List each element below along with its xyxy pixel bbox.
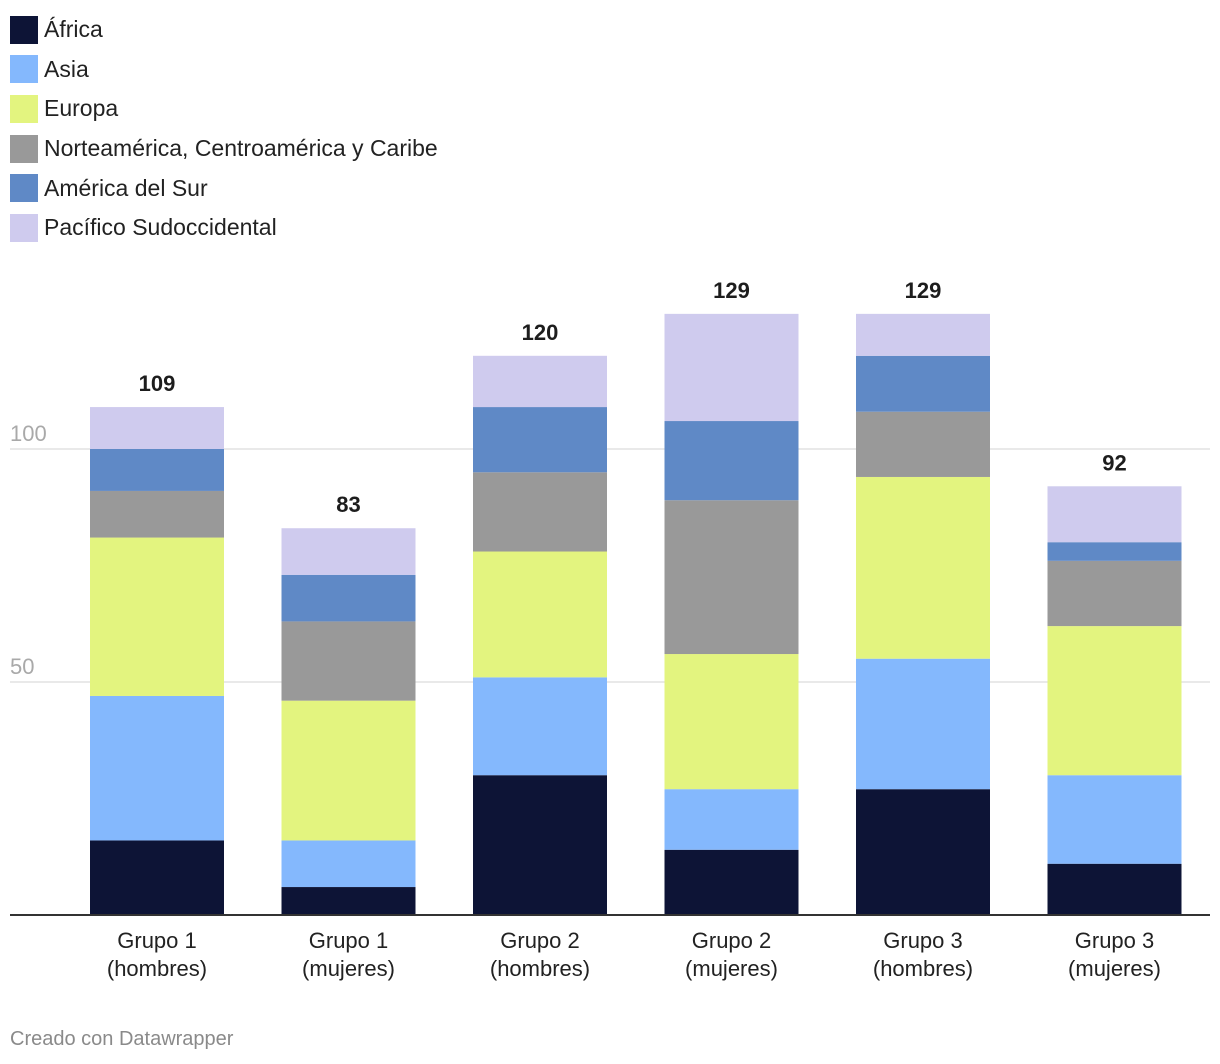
legend-swatch — [10, 134, 38, 163]
x-tick-label: (mujeres) — [685, 956, 778, 981]
bar-segment — [1047, 560, 1182, 627]
bar-segment — [1047, 486, 1182, 543]
bar-segment — [856, 313, 990, 356]
x-tick-label: Grupo 1 — [117, 928, 197, 953]
x-tick-label: (mujeres) — [302, 956, 395, 981]
bar-segment — [1047, 542, 1182, 561]
legend-item: Norteamérica, Centroamérica y Caribe — [10, 129, 438, 169]
legend-label: África — [44, 16, 103, 43]
total-label: 129 — [905, 278, 942, 303]
x-tick-label: (hombres) — [490, 956, 590, 981]
legend-swatch — [10, 15, 38, 44]
total-label: 129 — [713, 278, 750, 303]
x-tick-label: (mujeres) — [1068, 956, 1161, 981]
bar-segment — [856, 355, 990, 412]
legend-swatch — [10, 94, 38, 123]
legend-label: Europa — [44, 95, 119, 122]
bar-segment — [473, 677, 607, 776]
bar-segment — [856, 476, 990, 659]
legend-label: Pacífico Sudoccidental — [44, 214, 277, 241]
y-tick-label: 100 — [10, 421, 47, 446]
bar-segment — [281, 621, 416, 701]
total-label: 109 — [139, 371, 176, 396]
legend-item: Europa — [10, 89, 438, 129]
credit-text: Creado con Datawrapper — [10, 1028, 234, 1050]
legend-swatch — [10, 213, 38, 242]
bar-segment — [856, 411, 990, 477]
x-tick-label: Grupo 3 — [1075, 928, 1155, 953]
y-tick-label: 50 — [10, 654, 34, 679]
bar-segment — [1047, 626, 1182, 776]
legend-swatch — [10, 55, 38, 84]
bar-segment — [473, 407, 607, 473]
bar-segment — [1047, 863, 1182, 915]
bar-segment — [281, 887, 416, 915]
legend-item: Asia — [10, 50, 438, 90]
x-tick-label: Grupo 1 — [309, 928, 389, 953]
x-tick-label: (hombres) — [873, 956, 973, 981]
x-tick-label: Grupo 2 — [692, 928, 772, 953]
total-label: 92 — [1102, 450, 1126, 475]
bar-segment — [664, 789, 799, 850]
bar-segment — [281, 700, 416, 841]
bar-segment — [90, 537, 224, 696]
bar-segment — [90, 840, 224, 915]
bar-segment — [664, 313, 799, 422]
legend: África Asia Europa Norteamérica, Centroamér… — [10, 10, 438, 248]
legend-label: Norteamérica, Centroamérica y Caribe — [44, 135, 438, 162]
bar-segment — [473, 551, 607, 678]
bar-segment — [856, 789, 990, 915]
bar-segment — [664, 654, 799, 790]
bar-segment — [664, 849, 799, 915]
bar-segment — [664, 421, 799, 501]
legend-label: Asia — [44, 55, 89, 82]
bar-segment — [90, 449, 224, 491]
legend-swatch — [10, 174, 38, 203]
bar-segment — [664, 500, 799, 655]
bar-segment — [1047, 775, 1182, 864]
bar-segment — [90, 695, 224, 841]
bar-segment — [281, 574, 416, 622]
bar-segment — [90, 490, 224, 538]
x-tick-label: (hombres) — [107, 956, 207, 981]
legend-label: América del Sur — [44, 174, 208, 201]
legend-item: Pacífico Sudoccidental — [10, 208, 438, 248]
x-tick-label: Grupo 2 — [500, 928, 580, 953]
legend-item: América del Sur — [10, 168, 438, 208]
bar-segment — [473, 472, 607, 552]
bar-segment — [473, 775, 607, 915]
bar-segment — [281, 528, 416, 575]
x-tick-label: Grupo 3 — [883, 928, 963, 953]
total-label: 83 — [336, 492, 360, 517]
legend-item: África — [10, 10, 438, 50]
total-label: 120 — [522, 320, 559, 345]
bar-segment — [90, 407, 224, 449]
bar-segment — [856, 658, 990, 790]
bar-segment — [281, 840, 416, 888]
bar-segment — [473, 355, 607, 408]
